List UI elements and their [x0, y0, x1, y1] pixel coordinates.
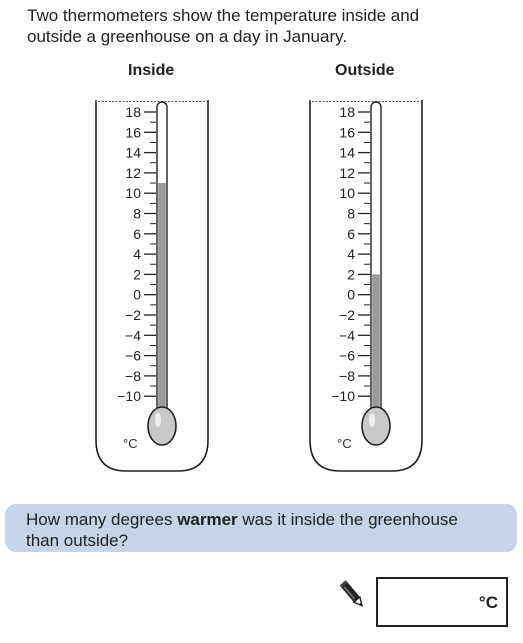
question-line-2: than outside?	[26, 531, 129, 550]
scale-tick-label: 10	[339, 185, 355, 201]
scale-tick-label: 16	[339, 124, 355, 140]
mercury-column	[158, 183, 166, 419]
scale-tick-label: −8	[339, 368, 355, 384]
intro-text: Two thermometers show the temperature in…	[27, 5, 497, 47]
scale-tick-label: −10	[331, 388, 355, 404]
scale-tick-label: −8	[125, 368, 141, 384]
thermometer-casing	[95, 100, 209, 472]
scale-tick-label: 18	[125, 104, 141, 120]
scale-tick-label: 14	[339, 145, 355, 161]
pencil-icon	[340, 580, 364, 607]
unit-label-outside: °C	[337, 436, 352, 451]
scale-tick-label: 2	[347, 266, 355, 282]
scale-tick-label: 2	[133, 266, 141, 282]
scale-tick-label: 6	[347, 226, 355, 242]
scale-tick-label: −2	[125, 307, 141, 323]
bulb-highlight	[369, 413, 375, 427]
intro-line-1: Two thermometers show the temperature in…	[27, 6, 420, 25]
question-line-1: How many degrees warmer was it inside th…	[26, 509, 506, 530]
scale-tick-label: 0	[347, 287, 355, 303]
thermometer-bulb	[361, 406, 391, 446]
scale-tick-label: 8	[133, 206, 141, 222]
question-text: How many degrees warmer was it inside th…	[26, 509, 506, 551]
scale-tick-label: 8	[347, 206, 355, 222]
mercury-column	[372, 274, 380, 419]
scale-tick-label: −4	[339, 327, 355, 343]
scale-tick-label: −4	[125, 327, 141, 343]
scale-tick-label: 4	[133, 246, 141, 262]
thermometer-label-inside: Inside	[128, 62, 175, 79]
question-part-1: How many degrees	[26, 510, 178, 529]
scale-tick-label: 12	[125, 165, 141, 181]
scale-tick-label: 4	[347, 246, 355, 262]
question-emphasis: warmer	[177, 510, 238, 529]
scale-tick-label: 0	[133, 287, 141, 303]
scale-tick-label: 16	[125, 124, 141, 140]
scale-tick-label: −6	[125, 348, 141, 364]
question-part-2: was it inside the greenhouse	[237, 510, 458, 529]
scale-tick-label: 14	[125, 145, 141, 161]
question-panel	[5, 504, 517, 552]
thermometer-casing	[309, 100, 423, 472]
intro-line-2: outside a greenhouse on a day in January…	[27, 27, 348, 46]
scale-tick-label: 12	[339, 165, 355, 181]
thermometer-bulb	[147, 406, 177, 446]
thermometer-outside: 18 16 14 12 10 8 6 4 2 0 −2 −4 −6 −8 −10	[309, 100, 423, 472]
thermometer-label-outside: Outside	[335, 62, 395, 79]
thermometer-inside: 18 16 14 12 10 8 6 4 2 0 −2 −4 −6 −8 −10	[95, 100, 209, 472]
answer-input-box[interactable]: °C	[376, 577, 508, 627]
scale-tick-label: −10	[117, 388, 141, 404]
scale-tick-label: 6	[133, 226, 141, 242]
scale-tick-label: 10	[125, 185, 141, 201]
scale-tick-label: −6	[339, 348, 355, 364]
bulb-highlight	[155, 413, 161, 427]
scale-tick-label: 18	[339, 104, 355, 120]
scale-tick-label: −2	[339, 307, 355, 323]
unit-label-inside: °C	[123, 436, 138, 451]
answer-unit-label: °C	[478, 593, 498, 612]
